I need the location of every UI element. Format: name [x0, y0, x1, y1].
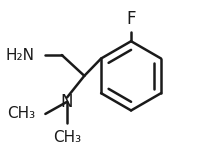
- Text: F: F: [126, 10, 136, 28]
- Text: CH₃: CH₃: [7, 106, 35, 122]
- Text: H₂N: H₂N: [6, 48, 35, 63]
- Text: CH₃: CH₃: [53, 129, 81, 144]
- Text: N: N: [61, 93, 73, 111]
